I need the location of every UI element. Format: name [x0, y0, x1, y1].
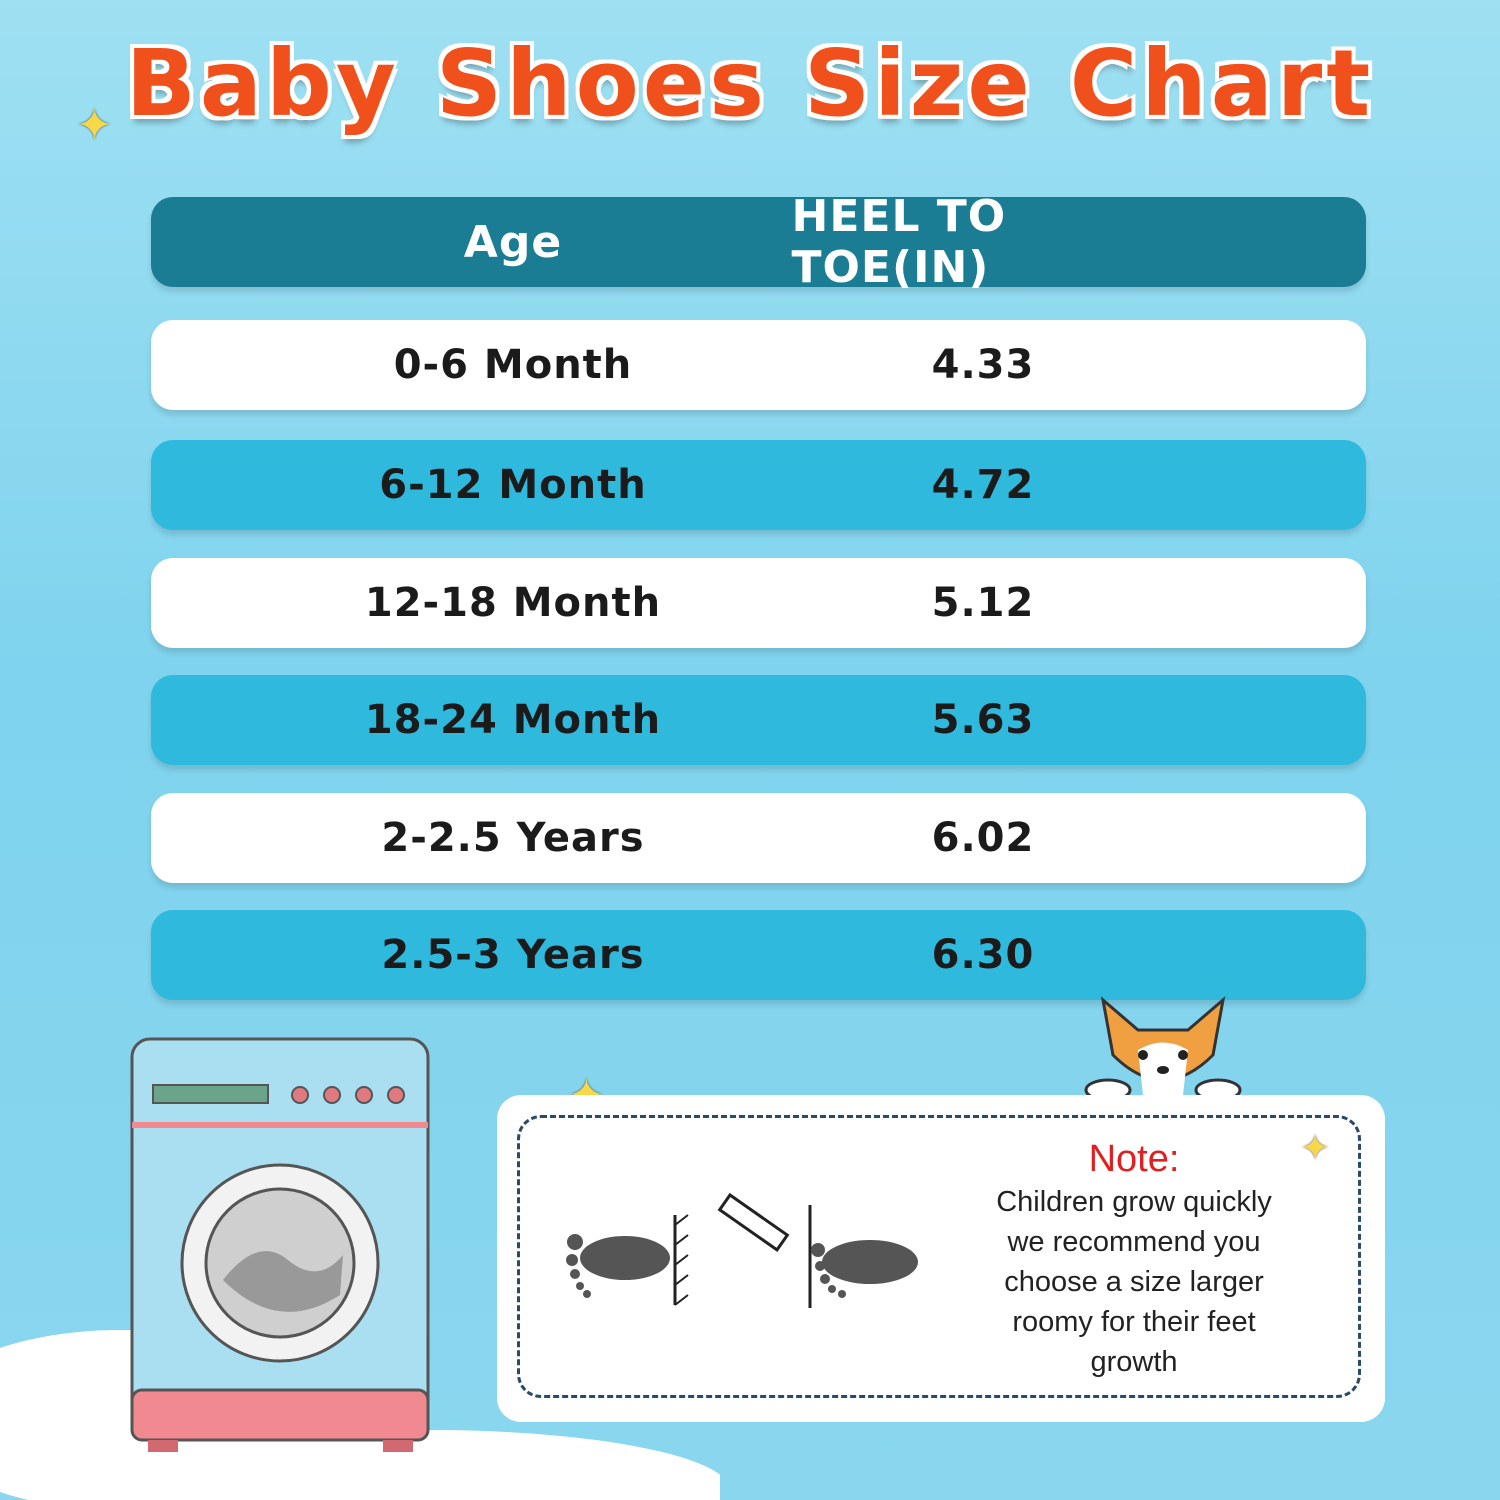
table-header: Age HEEL TO TOE(IN): [151, 191, 1366, 293]
pencil-icon: [717, 1192, 790, 1252]
sparkle-icon: ✦: [1300, 1128, 1331, 1169]
note-title: Note:: [1088, 1138, 1180, 1180]
footprint-icon: [566, 1234, 670, 1298]
age-cell: 2.5-3 Years: [381, 932, 645, 978]
table-row: 12-18 Month 5.12: [151, 558, 1366, 648]
table-row: 18-24 Month 5.63: [151, 675, 1366, 765]
length-cell: 4.72: [931, 462, 1035, 508]
age-cell: 12-18 Month: [364, 580, 662, 626]
foot-measuring-illustration: [566, 1192, 918, 1308]
corgi-illustration: [1084, 996, 1242, 1102]
age-cell: 2-2.5 Years: [381, 815, 645, 861]
table-row: 6-12 Month 4.72: [151, 440, 1366, 530]
age-cell: 18-24 Month: [364, 697, 662, 743]
washing-machine-illustration: [130, 1037, 430, 1452]
length-cell: 5.63: [931, 697, 1035, 743]
table-row: 2-2.5 Years 6.02: [151, 793, 1366, 883]
length-cell: 6.02: [931, 815, 1035, 861]
sparkle-icon: ✦: [76, 100, 113, 151]
age-cell: 6-12 Month: [379, 462, 647, 508]
age-cell: 0-6 Month: [393, 342, 633, 388]
table-row: 2.5-3 Years 6.30: [151, 910, 1366, 1000]
table-row: 0-6 Month 4.33: [151, 320, 1366, 410]
length-cell: 5.12: [931, 580, 1035, 626]
length-cell: 6.30: [931, 932, 1035, 978]
page-title: Baby Shoes Size Chart: [125, 30, 1375, 137]
header-heel-to-toe: HEEL TO TOE(IN): [791, 191, 1007, 293]
note-text: Children grow quickly we recommend you c…: [996, 1186, 1272, 1378]
header-age: Age: [463, 216, 563, 268]
length-cell: 4.33: [931, 342, 1035, 388]
